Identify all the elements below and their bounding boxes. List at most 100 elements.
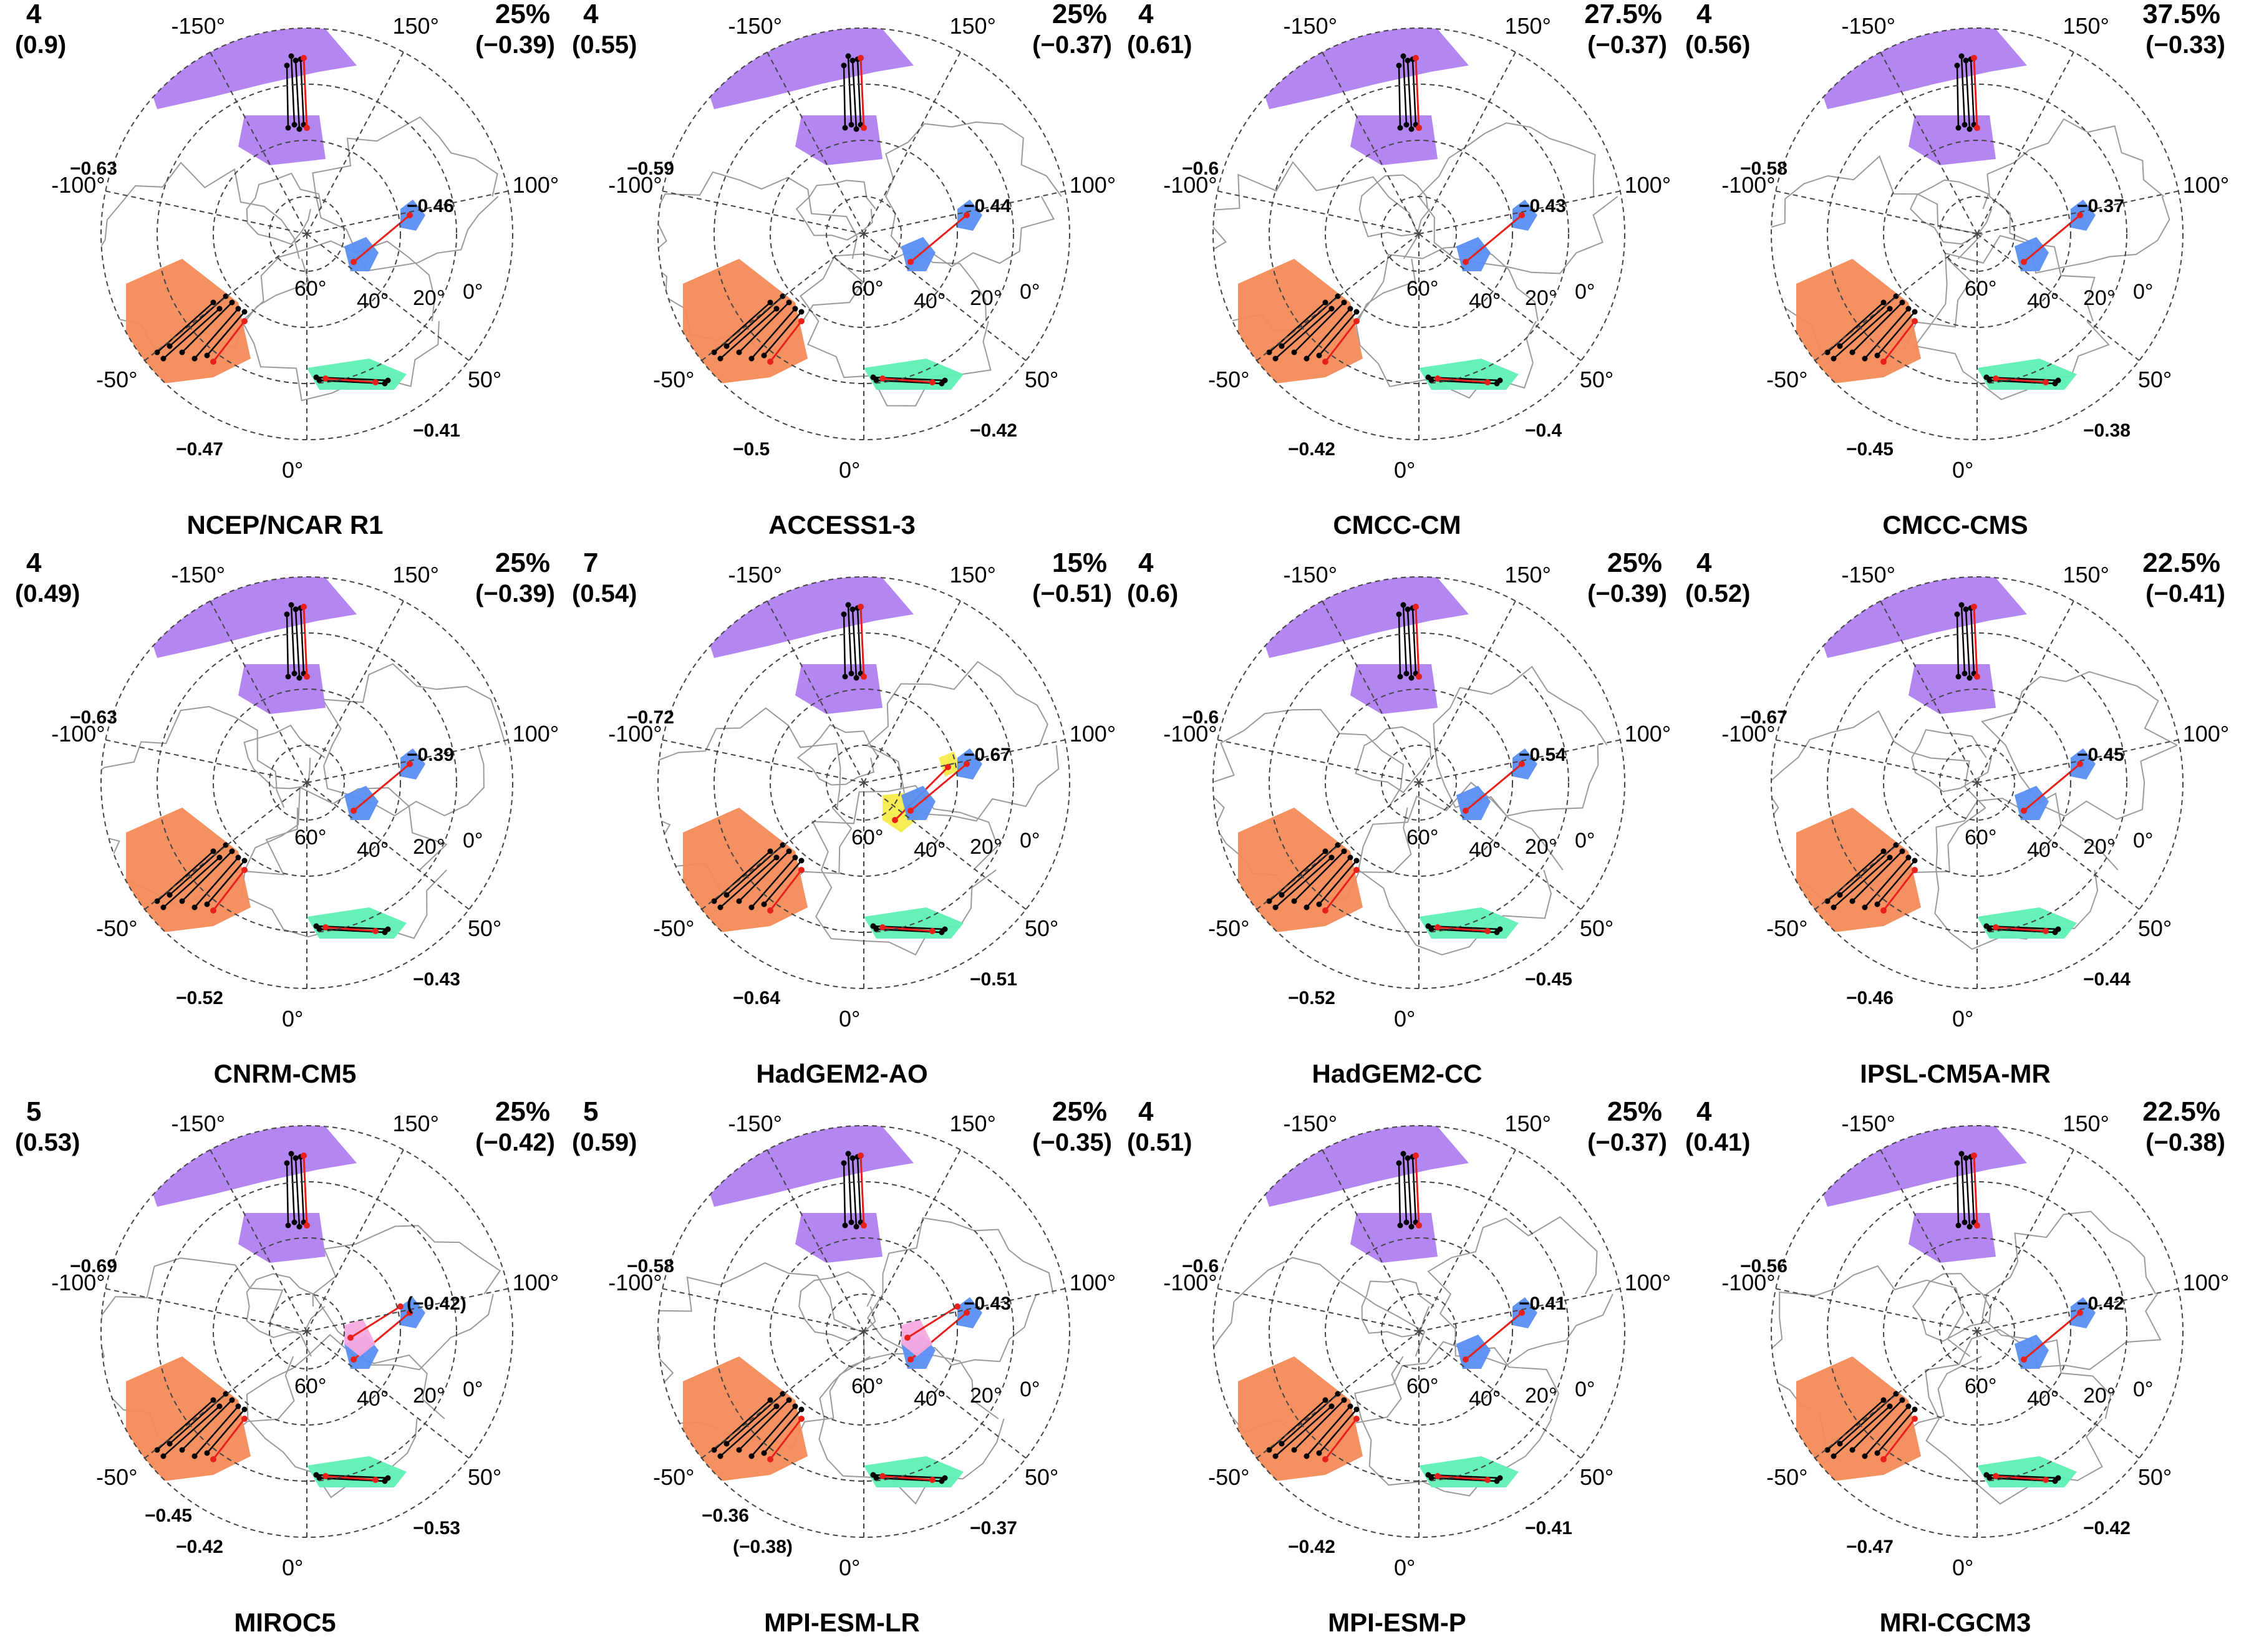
node-point	[235, 306, 241, 312]
teleconnection-line-red	[882, 926, 933, 932]
longitude-label: 0°	[839, 457, 861, 483]
node-point	[1397, 1222, 1403, 1229]
longitude-label: -50°	[1766, 1464, 1808, 1490]
longitude-label: -150°	[1841, 562, 1895, 588]
teleconnection-line	[1306, 308, 1351, 359]
node-point-red	[1416, 674, 1422, 680]
node-point	[291, 1219, 298, 1225]
latitude-label: 40°	[1469, 289, 1501, 313]
longitude-label: 50°	[467, 915, 502, 941]
longitude-label: 50°	[1024, 366, 1059, 392]
node-point	[1494, 380, 1500, 387]
longitude-label: 50°	[1579, 1464, 1614, 1490]
correlation-label: −0.46	[407, 196, 454, 216]
node-point	[191, 904, 198, 911]
teleconnection-line	[286, 1162, 289, 1226]
cluster-score: (0.6)	[1127, 580, 1179, 607]
teleconnection-line-red	[1415, 1155, 1420, 1226]
node-point	[1955, 125, 1962, 131]
node-point	[1400, 53, 1406, 59]
teleconnection-line-red	[1995, 1475, 2046, 1481]
teleconnection-line-red	[1882, 1418, 1916, 1460]
latitude-label: 60°	[851, 826, 884, 849]
latitude-circle	[826, 196, 902, 272]
node-point	[792, 1403, 798, 1409]
longitude-label: 50°	[1579, 915, 1614, 941]
teleconnection-line	[1318, 860, 1357, 905]
teleconnection-line	[851, 1157, 858, 1227]
teleconnection-line	[206, 1409, 245, 1454]
node-point	[1335, 1391, 1341, 1397]
node-point	[748, 904, 755, 911]
node-point-red	[929, 1477, 936, 1483]
teleconnection-line	[1965, 1157, 1971, 1227]
node-point-red	[241, 318, 248, 324]
teleconnection-line	[847, 604, 853, 674]
teleconnection-line	[1398, 614, 1401, 677]
node-point-red	[798, 318, 805, 324]
node-point-red	[210, 359, 216, 365]
teleconnection-line	[181, 1399, 233, 1451]
node-point	[204, 901, 210, 907]
teleconnection-line	[1406, 1157, 1413, 1227]
latitude-circle	[1325, 688, 1513, 877]
cluster-score: (0.53)	[15, 1129, 80, 1156]
coastline	[1771, 671, 2178, 950]
node-point	[382, 380, 388, 387]
node-point	[291, 670, 298, 677]
teleconnection-line-red	[2023, 763, 2081, 812]
teleconnection-line-red	[882, 377, 933, 384]
longitude-label: 0°	[1394, 1006, 1416, 1031]
node-point-red	[2021, 808, 2027, 814]
teleconnection-line-red	[1973, 606, 1978, 677]
teleconnection-line	[1960, 56, 1966, 125]
longitude-label: 0°	[282, 1555, 304, 1580]
correlation-label: −0.42	[176, 1537, 223, 1557]
node-point-red	[1912, 867, 1918, 873]
longitude-label: 150°	[949, 562, 996, 588]
teleconnection-line	[206, 311, 245, 356]
node-point	[1862, 904, 1868, 911]
longitude-label: 150°	[1504, 13, 1551, 39]
region-purple	[702, 577, 914, 714]
correlation-label: −0.45	[1846, 439, 1894, 460]
node-point	[204, 352, 210, 359]
node-point-red	[798, 1416, 805, 1422]
node-point-red	[1880, 907, 1887, 914]
teleconnection-line	[1275, 308, 1332, 359]
node-point-red	[2043, 379, 2049, 385]
node-point	[1494, 929, 1500, 935]
cluster-score: (0.52)	[1685, 580, 1751, 607]
teleconnection-line-red	[325, 377, 376, 384]
region-orange	[126, 808, 251, 932]
latitude-label: 40°	[914, 838, 946, 862]
map-panel: -150° 150° -100° 100° -50° 50° 0° 60° 40° 20° 0° −0…	[564, 1098, 1120, 1646]
node-point	[1328, 854, 1335, 861]
node-point	[841, 62, 847, 69]
node-point	[1874, 901, 1880, 907]
node-point-red	[304, 1222, 310, 1229]
teleconnection-line	[290, 604, 296, 674]
node-point-red	[964, 212, 970, 218]
correlation-label: (−0.38)	[733, 1537, 793, 1557]
teleconnection-line-red	[907, 1305, 958, 1339]
latitude-label: 20°	[1525, 1384, 1557, 1408]
node-point	[723, 343, 730, 349]
latitude-label: 60°	[1965, 826, 1997, 849]
node-point	[154, 1447, 160, 1453]
longitude-label: -100°	[608, 721, 662, 747]
teleconnection-line	[1402, 56, 1408, 125]
teleconnection-line-red	[1437, 926, 1488, 932]
node-point	[1403, 122, 1410, 128]
latitude-label: 0°	[1575, 829, 1595, 853]
teleconnection-line	[856, 1156, 862, 1223]
teleconnection-line	[843, 1162, 846, 1226]
node-point-red	[322, 375, 329, 382]
node-point	[1400, 1151, 1406, 1157]
region-orange-area	[1238, 259, 1363, 384]
correlation-label: −0.45	[2077, 745, 2124, 765]
longitude-label: -50°	[653, 366, 695, 392]
node-point	[1837, 1441, 1843, 1447]
node-point	[1899, 1397, 1905, 1403]
correlation-label: −0.58	[627, 1256, 674, 1277]
